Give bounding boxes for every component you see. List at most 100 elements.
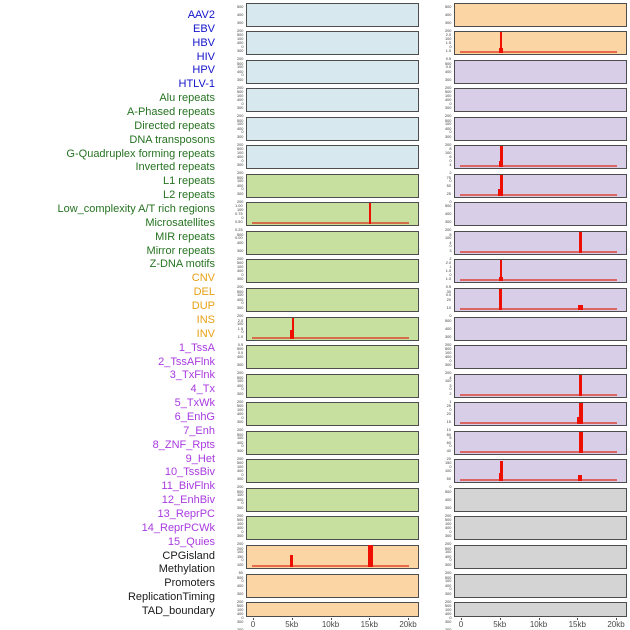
- y-tick-value: 500: [444, 61, 451, 66]
- x-tick-label-left-0: 0: [250, 620, 256, 629]
- y-tick-value: 0: [240, 101, 243, 106]
- y-tick-value: 0: [240, 529, 243, 534]
- y-tick-value: 300: [236, 505, 243, 510]
- y-tick-value: 0: [448, 407, 451, 412]
- y-tick-value: 400: [236, 240, 243, 245]
- y-tick-value: 500: [444, 118, 451, 123]
- y-tick-value: 0: [240, 415, 243, 420]
- y-tick-value: 80: [446, 432, 451, 437]
- track-label-3-txflnk: 3_TxFlnk: [169, 369, 215, 382]
- y-tick-value: 200: [444, 85, 451, 90]
- y-axis-ticks-g-quadruplex-forming-repeats: 500 400 300 200 100 0: [222, 288, 243, 334]
- signal-spike: [498, 161, 501, 168]
- y-tick-value: 100: [236, 178, 243, 184]
- panel-methylation: [454, 516, 627, 541]
- y-tick-value: 200: [236, 627, 243, 630]
- y-tick-value: 300: [444, 134, 451, 139]
- y-axis-ticks-inverted-repeats: 2.0 1.5 1.0 0.5 0.0: [222, 317, 243, 354]
- y-tick-value: 200: [236, 541, 243, 547]
- y-tick-value: 300: [444, 505, 451, 510]
- y-tick-value: 0.0: [445, 293, 451, 298]
- y-tick-value: 400: [236, 12, 243, 17]
- track-label-hpv: HPV: [192, 64, 215, 77]
- y-tick-value: 200: [236, 427, 243, 433]
- y-axis-ticks-1-tssa: 500 400 300 200 100 0: [430, 60, 451, 105]
- y-tick-value: 200: [236, 199, 243, 204]
- y-axis-ticks-14-reprpcwk: 80 60 40 20 0: [430, 431, 451, 469]
- y-tick-value: 100: [236, 93, 243, 98]
- y-tick-value: 30: [446, 289, 451, 294]
- y-tick-value: 500: [236, 603, 243, 608]
- signal-baseline: [460, 250, 617, 253]
- y-tick-value: 0: [448, 199, 451, 204]
- y-tick-value: 4: [448, 375, 451, 380]
- y-tick-value: 10: [446, 427, 451, 433]
- track-label-inv: INV: [196, 327, 215, 340]
- y-tick-value: 400: [444, 354, 451, 360]
- y-tick-value: 50: [238, 570, 243, 575]
- y-axis-ticks-15-quies: 150 100 50 0: [430, 459, 451, 489]
- y-tick-value: 500: [444, 318, 451, 323]
- panel-13-reprpc: [454, 402, 627, 427]
- y-axis-ticks-inv: 2.0 1.5 1.0 0.5 0.0: [430, 31, 451, 69]
- panel-11-bivflnk: [454, 345, 627, 370]
- y-tick-value: 0.0: [445, 64, 451, 69]
- y-tick-value: 100: [236, 407, 243, 412]
- x-tick-mark: [538, 617, 540, 620]
- y-axis-ticks-8-znf-rpts: 2.0 1.5 1.0 0.5 0.0: [430, 259, 451, 297]
- x-tick-mark: [408, 617, 409, 620]
- panel-2-tssaflnk: [454, 88, 627, 113]
- y-tick-value: 400: [236, 183, 243, 188]
- y-tick-value: 500: [236, 375, 243, 380]
- signal-baseline: [460, 308, 617, 310]
- x-tick-mark: [291, 617, 293, 620]
- panel-hbv: [246, 59, 419, 84]
- signal-spike: [497, 188, 500, 196]
- signal-spike: [577, 475, 582, 482]
- y-tick-value: 400: [236, 468, 243, 474]
- x-tick-mark: [499, 617, 501, 620]
- y-tick-value: 500: [236, 4, 243, 9]
- y-tick-value: 25: [446, 403, 451, 409]
- track-label-dup: DUP: [191, 300, 215, 313]
- y-tick-value: 200: [444, 28, 451, 33]
- y-axis-ticks-htlv-1: 500 400 300 200 100 0: [222, 145, 243, 191]
- y-tick-value: 400: [444, 497, 451, 502]
- y-tick-value: 400: [444, 97, 451, 103]
- x-tick-label-left-10kb: 10kb: [321, 620, 340, 629]
- y-tick-value: 1.5: [237, 326, 243, 331]
- signal-spike: [368, 544, 374, 567]
- y-tick-value: 75: [446, 175, 451, 180]
- signal-spike: [290, 329, 293, 339]
- y-tick-value: 400: [236, 354, 243, 360]
- panel-dna-transposons: [246, 259, 419, 284]
- y-tick-value: 0: [240, 72, 243, 77]
- signal-spike: [579, 231, 583, 253]
- panel-hiv: [246, 88, 419, 113]
- y-tick-value: 400: [236, 497, 243, 502]
- signal-spike: [579, 374, 583, 396]
- y-axis-ticks-ebv: 500 400 300 200 100 0: [222, 31, 243, 77]
- track-label-microsatellites: Microsatellites: [145, 216, 215, 229]
- y-tick-value: 300: [236, 448, 243, 453]
- y-tick-value: 100: [236, 264, 243, 269]
- y-tick-value: 8: [448, 146, 451, 152]
- y-tick-value: 2: [448, 391, 451, 396]
- y-tick-value: 0: [240, 272, 243, 277]
- y-tick-value: 500: [236, 346, 243, 352]
- signal-spike: [292, 317, 295, 339]
- y-tick-value: 200: [444, 342, 451, 347]
- y-tick-value: 200: [236, 513, 243, 518]
- y-tick-value: 200: [236, 546, 243, 551]
- y-tick-value: 0: [448, 386, 451, 392]
- y-axis-ticks-alu-repeats: 500 400 300 200 100 0: [222, 174, 243, 220]
- track-label-methylation: Methylation: [158, 563, 215, 576]
- y-tick-value: 500: [444, 346, 451, 352]
- y-tick-value: 500: [236, 232, 243, 237]
- y-tick-value: 200: [236, 399, 243, 404]
- y-tick-value: 100: [444, 607, 451, 612]
- panel-mir-repeats: [246, 459, 419, 484]
- x-tick-label-left-15kb: 15kb: [360, 620, 378, 629]
- y-axis-ticks-6-enhg: 500 400 300 200 100 0: [430, 202, 451, 248]
- y-tick-value: 1.5: [445, 269, 451, 274]
